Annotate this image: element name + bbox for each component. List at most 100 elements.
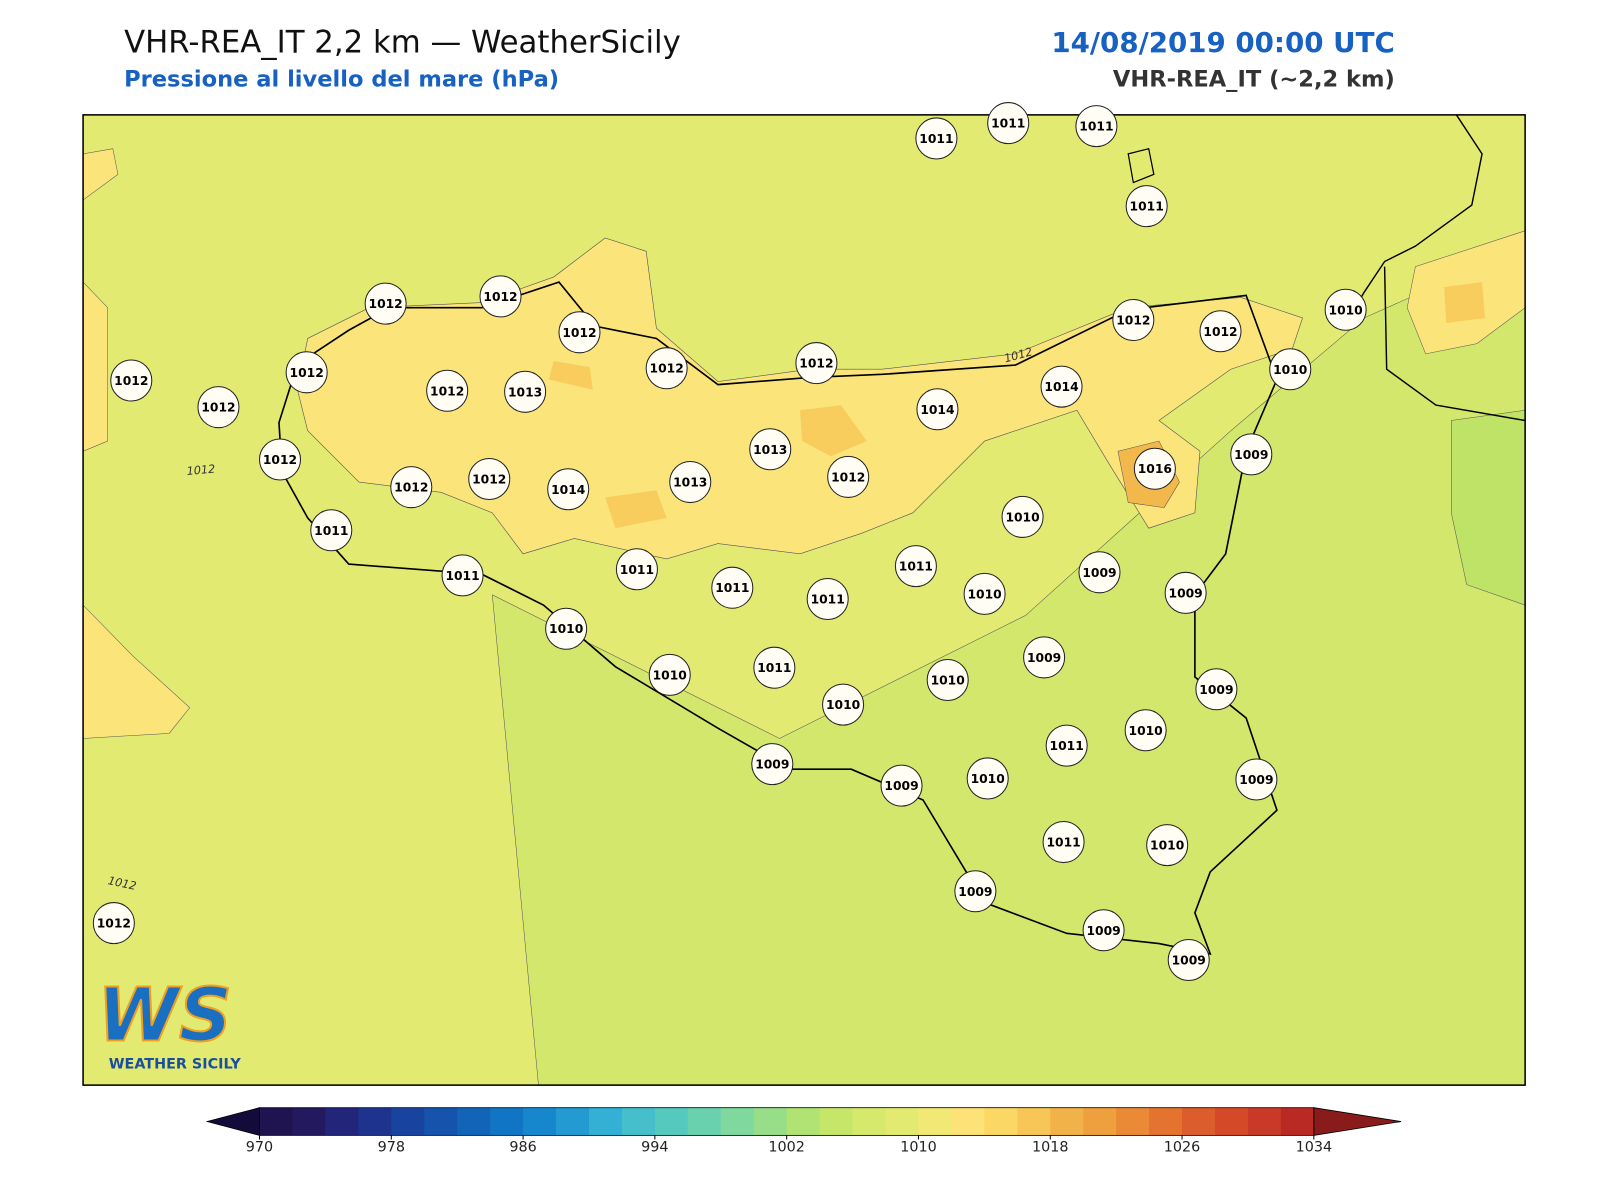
station-marker <box>547 468 590 511</box>
station-value: 1014 <box>551 483 585 497</box>
colorbar-bin <box>1017 1107 1051 1136</box>
colorbar-bin <box>1149 1107 1183 1136</box>
colorbar-bin <box>819 1107 854 1136</box>
colorbar-tick-label: 1034 <box>1296 1140 1333 1156</box>
station-value: 1012 <box>562 326 596 340</box>
station-value: 1010 <box>1129 724 1163 738</box>
colorbar-tick-label: 978 <box>378 1140 405 1156</box>
colorbar-bin <box>1215 1107 1249 1136</box>
station-value: 1011 <box>1079 120 1113 134</box>
subtitle: Pressione al livello del mare (hPa) <box>124 67 559 93</box>
station-value: 1009 <box>1169 586 1203 600</box>
station-value: 1012 <box>472 473 506 487</box>
colorbar-bin <box>1116 1107 1150 1136</box>
station-value: 1011 <box>1050 739 1084 753</box>
station-marker <box>1195 668 1238 711</box>
station-marker <box>954 870 997 913</box>
station-marker <box>1124 709 1167 752</box>
colorbar-bin <box>951 1107 985 1136</box>
station-marker <box>916 388 959 431</box>
station-value: 1012 <box>831 470 865 484</box>
colorbar-bin <box>424 1107 458 1136</box>
station-marker <box>1167 938 1210 982</box>
station-marker <box>795 342 838 385</box>
station-value: 1012 <box>201 401 235 415</box>
station-value: 1009 <box>958 885 992 899</box>
station-value: 1012 <box>97 917 131 931</box>
station-value: 1011 <box>811 593 845 607</box>
colorbar-bin <box>753 1107 788 1136</box>
colorbar-bin <box>292 1107 326 1136</box>
station-marker <box>827 455 870 498</box>
station-marker <box>1078 551 1121 594</box>
logo-text: WEATHER SICILY <box>109 1057 242 1073</box>
station-value: 1010 <box>826 698 860 712</box>
colorbar-bin <box>1280 1107 1315 1136</box>
station-marker <box>110 359 153 402</box>
station-marker <box>479 275 522 318</box>
station-value: 1010 <box>653 668 687 682</box>
station-marker <box>441 554 484 597</box>
colorbar-bin <box>523 1107 557 1136</box>
station-marker <box>987 102 1030 145</box>
datetime: 14/08/2019 00:00 UTC <box>1051 26 1394 59</box>
station-marker <box>669 461 712 504</box>
station-marker <box>390 466 433 509</box>
station-value: 1012 <box>369 297 403 311</box>
station-marker <box>1112 298 1155 342</box>
station-value: 1014 <box>1044 380 1078 394</box>
station-value: 1011 <box>314 524 348 538</box>
station-marker <box>711 566 754 609</box>
station-marker <box>468 457 511 500</box>
station-marker <box>197 386 240 429</box>
map-frame <box>82 114 1526 1086</box>
station-marker <box>615 548 658 591</box>
station-value: 1012 <box>1203 325 1237 339</box>
station-marker <box>753 646 796 689</box>
colorbar-tick-label: 970 <box>246 1140 273 1156</box>
station-value: 1009 <box>1086 924 1120 938</box>
colorbar-bin <box>918 1107 952 1136</box>
station-marker <box>926 658 969 702</box>
station-value: 1010 <box>971 772 1005 786</box>
station-marker <box>822 683 865 726</box>
station-marker <box>963 572 1006 615</box>
colorbar-tick-label: 1018 <box>1032 1140 1069 1156</box>
station-value: 1012 <box>394 481 428 495</box>
station-value: 1012 <box>114 374 148 388</box>
station-marker <box>545 607 588 650</box>
contour-label: 1012 <box>107 874 138 893</box>
station-value: 1011 <box>757 661 791 675</box>
colorbar-bin <box>1050 1107 1084 1136</box>
station-value: 1012 <box>430 384 464 398</box>
station-value: 1016 <box>1138 462 1172 476</box>
station-marker <box>749 428 792 471</box>
station-marker <box>1045 724 1088 767</box>
contour-label: 1012 <box>186 463 216 478</box>
station-value: 1011 <box>1046 836 1080 850</box>
colorbar-bin <box>490 1107 524 1136</box>
station-marker <box>1040 365 1083 408</box>
station-value: 1010 <box>967 587 1001 601</box>
colorbar-bin <box>1083 1107 1117 1136</box>
logo: WS WEATHER SICILY <box>96 972 242 1073</box>
station-marker <box>1023 636 1066 679</box>
colorbar-bin <box>588 1107 623 1136</box>
station-marker <box>258 438 302 481</box>
colorbar-bin <box>325 1107 359 1136</box>
station-marker <box>880 764 923 807</box>
station-marker <box>1164 571 1207 614</box>
stations: 1011 1011 1011 1011 1012 1012 1012 1012 1012 1012… <box>92 102 1367 982</box>
station-value: 1013 <box>753 443 787 457</box>
station-marker <box>310 509 353 552</box>
station-value: 1011 <box>991 117 1025 131</box>
station-marker <box>92 902 135 945</box>
colorbar-bin <box>259 1107 293 1136</box>
colorbar-bin <box>720 1107 755 1136</box>
colorbar-tick-label: 994 <box>641 1140 668 1156</box>
colorbar-bin <box>556 1107 590 1136</box>
station-value: 1012 <box>650 362 684 376</box>
logo-mark: WS <box>97 973 232 1059</box>
station-marker <box>1075 105 1118 148</box>
